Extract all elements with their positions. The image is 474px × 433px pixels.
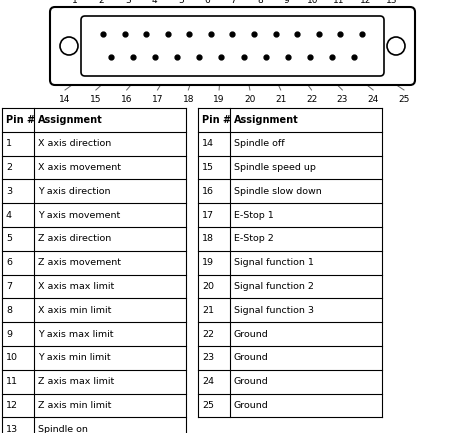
Text: 24: 24 [202, 377, 214, 386]
Text: 15: 15 [90, 95, 101, 104]
Text: 19: 19 [202, 258, 214, 267]
Text: Signal function 2: Signal function 2 [234, 282, 314, 291]
Text: Spindle speed up: Spindle speed up [234, 163, 316, 172]
Text: 8: 8 [6, 306, 12, 315]
Text: 17: 17 [152, 95, 163, 104]
Text: 2: 2 [6, 163, 12, 172]
Text: 5: 5 [178, 0, 183, 5]
Text: 3: 3 [6, 187, 12, 196]
Text: X axis min limit: X axis min limit [38, 306, 111, 315]
Text: 25: 25 [202, 401, 214, 410]
Text: 9: 9 [6, 330, 12, 339]
Text: Z axis min limit: Z axis min limit [38, 401, 111, 410]
Text: 1: 1 [6, 139, 12, 148]
Text: Spindle on: Spindle on [38, 425, 88, 433]
Text: X axis movement: X axis movement [38, 163, 121, 172]
Text: 6: 6 [204, 0, 210, 5]
Text: 18: 18 [202, 234, 214, 243]
Text: Ground: Ground [234, 377, 269, 386]
Text: Signal function 1: Signal function 1 [234, 258, 314, 267]
Text: Signal function 3: Signal function 3 [234, 306, 314, 315]
Text: Spindle off: Spindle off [234, 139, 284, 148]
Text: 11: 11 [6, 377, 18, 386]
Text: Z axis movement: Z axis movement [38, 258, 121, 267]
Text: Ground: Ground [234, 353, 269, 362]
Text: 14: 14 [59, 95, 71, 104]
Text: Y axis max limit: Y axis max limit [38, 330, 113, 339]
Text: Z axis direction: Z axis direction [38, 234, 111, 243]
FancyBboxPatch shape [81, 16, 384, 76]
Text: Spindle slow down: Spindle slow down [234, 187, 322, 196]
Text: Pin #: Pin # [202, 115, 231, 125]
Text: Y axis direction: Y axis direction [38, 187, 110, 196]
Text: 20: 20 [202, 282, 214, 291]
Text: Assignment: Assignment [38, 115, 103, 125]
Text: 20: 20 [244, 95, 255, 104]
Text: 24: 24 [367, 95, 379, 104]
Text: X axis direction: X axis direction [38, 139, 111, 148]
Text: Pin #: Pin # [6, 115, 35, 125]
Text: 5: 5 [6, 234, 12, 243]
Text: Y axis movement: Y axis movement [38, 210, 120, 220]
Text: 25: 25 [398, 95, 410, 104]
Text: E-Stop 2: E-Stop 2 [234, 234, 274, 243]
Text: 23: 23 [202, 353, 214, 362]
Text: 10: 10 [6, 353, 18, 362]
Text: 6: 6 [6, 258, 12, 267]
Text: 9: 9 [283, 0, 289, 5]
Text: 16: 16 [121, 95, 132, 104]
Text: Ground: Ground [234, 330, 269, 339]
FancyBboxPatch shape [50, 7, 415, 85]
Text: 22: 22 [306, 95, 317, 104]
Text: 1: 1 [72, 0, 78, 5]
Circle shape [387, 37, 405, 55]
Text: 4: 4 [6, 210, 12, 220]
Text: Z axis max limit: Z axis max limit [38, 377, 114, 386]
Text: 21: 21 [275, 95, 286, 104]
Text: 11: 11 [333, 0, 345, 5]
Text: Y axis min limit: Y axis min limit [38, 353, 110, 362]
Text: 8: 8 [257, 0, 263, 5]
Text: Assignment: Assignment [234, 115, 299, 125]
Text: 18: 18 [182, 95, 194, 104]
Text: Ground: Ground [234, 401, 269, 410]
Text: 15: 15 [202, 163, 214, 172]
Text: 23: 23 [337, 95, 348, 104]
Text: 13: 13 [6, 425, 18, 433]
Text: 7: 7 [231, 0, 237, 5]
Text: X axis max limit: X axis max limit [38, 282, 114, 291]
Text: 10: 10 [307, 0, 319, 5]
Text: 7: 7 [6, 282, 12, 291]
Circle shape [60, 37, 78, 55]
Text: E-Stop 1: E-Stop 1 [234, 210, 274, 220]
Text: 12: 12 [360, 0, 371, 5]
Text: 12: 12 [6, 401, 18, 410]
Text: 13: 13 [386, 0, 398, 5]
Text: 22: 22 [202, 330, 214, 339]
Text: 21: 21 [202, 306, 214, 315]
Text: 4: 4 [151, 0, 157, 5]
Text: 17: 17 [202, 210, 214, 220]
Text: 14: 14 [202, 139, 214, 148]
Text: 3: 3 [125, 0, 131, 5]
Text: 2: 2 [99, 0, 104, 5]
Text: 19: 19 [213, 95, 225, 104]
Text: 16: 16 [202, 187, 214, 196]
